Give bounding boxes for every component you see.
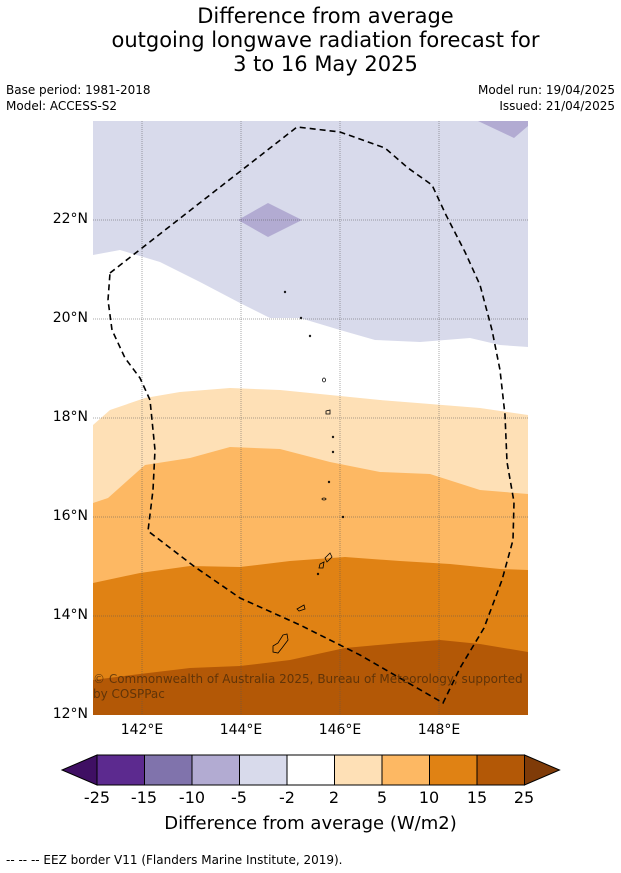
footnote-eez: -- -- -- EEZ border V11 (Flanders Marine… — [6, 853, 343, 867]
cb-tick--10: -10 — [178, 788, 206, 807]
lon-label-142: 142°E — [120, 722, 164, 738]
meta-left: Base period: 1981-2018 Model: ACCESS-S2 — [6, 82, 151, 114]
cb-tick-10: 10 — [418, 788, 440, 807]
model-run: Model run: 19/04/2025 — [477, 83, 615, 97]
lon-label-148: 148°E — [417, 722, 461, 738]
lat-label-12: 12°N — [52, 706, 88, 722]
cb-tick-5: 5 — [376, 788, 388, 807]
lat-label-14: 14°N — [52, 607, 88, 623]
cb-tick-2: 2 — [328, 788, 340, 807]
cb-tick--25: -25 — [83, 788, 111, 807]
islands — [272, 290, 345, 654]
copyright-notice: © Commonwealth of Australia 2025, Bureau… — [93, 672, 523, 701]
meta-right: Model run: 19/04/2025 Issued: 21/04/2025 — [478, 82, 615, 114]
lon-label-144: 144°E — [219, 722, 263, 738]
title-line-3: 3 to 16 May 2025 — [233, 52, 418, 76]
cb-tick--2: -2 — [279, 788, 295, 807]
cb-tick-25: 25 — [513, 788, 535, 807]
patch-neg-mid-2 — [478, 121, 528, 138]
title-line-1: Difference from average — [197, 4, 454, 28]
guam-outline — [272, 633, 289, 654]
cb-tick--5: -5 — [231, 788, 247, 807]
band-neg-light — [93, 121, 528, 347]
lat-label-16: 16°N — [52, 508, 88, 524]
lat-label-22: 22°N — [52, 211, 88, 227]
cb-tick-15: 15 — [466, 788, 488, 807]
eez-border — [107, 126, 515, 705]
model-name: Model: ACCESS-S2 — [6, 99, 118, 113]
title-line-2: outgoing longwave radiation forecast for — [111, 28, 540, 52]
colorbar-title: Difference from average (W/m2) — [164, 813, 457, 834]
chart-title: Difference from average outgoing longwav… — [0, 4, 621, 76]
gridlines — [93, 121, 528, 715]
lat-label-18: 18°N — [52, 409, 88, 425]
lon-label-146: 146°E — [318, 722, 362, 738]
lat-label-20: 20°N — [52, 310, 88, 326]
cb-tick--15: -15 — [130, 788, 158, 807]
base-period: Base period: 1981-2018 — [6, 83, 151, 97]
band-pos-15-25 — [93, 640, 528, 715]
issued-date: Issued: 21/04/2025 — [499, 99, 615, 113]
